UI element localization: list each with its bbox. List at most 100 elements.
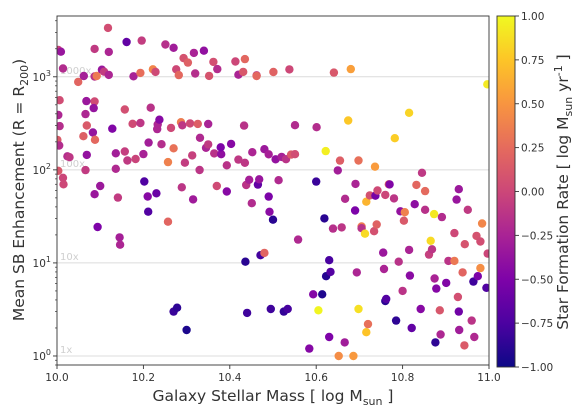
- data-point: [268, 215, 278, 224]
- data-point: [463, 205, 472, 214]
- data-point: [312, 177, 321, 186]
- data-point: [222, 161, 231, 170]
- data-point: [248, 148, 257, 157]
- data-point: [444, 256, 453, 266]
- data-point: [240, 54, 250, 64]
- data-point: [435, 306, 444, 315]
- data-point: [372, 220, 381, 229]
- colorbar-tick-label: −0.25: [521, 230, 553, 242]
- data-point: [329, 68, 339, 77]
- data-point: [400, 208, 409, 217]
- data-point: [260, 248, 269, 258]
- colorbar-tick-label: 0.25: [521, 143, 544, 155]
- data-point: [152, 189, 161, 198]
- y-tick-label: 103: [33, 69, 51, 84]
- data-point: [333, 166, 342, 175]
- data-point: [399, 216, 409, 225]
- data-point: [252, 71, 261, 81]
- y-axis-title: Mean SB Enhancement (R = R200): [10, 59, 31, 321]
- data-point: [264, 192, 273, 201]
- data-point: [79, 71, 89, 81]
- data-point: [360, 229, 370, 238]
- data-point: [204, 119, 213, 129]
- data-point: [476, 263, 485, 273]
- data-point: [346, 64, 355, 74]
- data-point: [115, 240, 125, 249]
- data-point: [305, 344, 314, 353]
- colorbar-tick-label: −0.75: [521, 318, 553, 330]
- data-point: [373, 186, 382, 195]
- data-point: [453, 292, 463, 302]
- data-point: [209, 57, 218, 67]
- reference-lines: 1x 10x 100x 1000x: [57, 66, 489, 357]
- data-point: [362, 197, 371, 206]
- data-point: [394, 257, 403, 266]
- data-point: [57, 121, 64, 131]
- data-point: [136, 68, 145, 78]
- data-point: [363, 319, 373, 329]
- data-point: [312, 123, 321, 132]
- data-point: [285, 65, 294, 74]
- data-point: [195, 165, 204, 175]
- data-point: [163, 157, 173, 167]
- data-point: [432, 284, 441, 293]
- data-point: [58, 173, 68, 182]
- data-point: [473, 272, 482, 281]
- data-point: [193, 119, 202, 129]
- data-point: [391, 316, 401, 325]
- data-point: [417, 168, 427, 177]
- data-point: [389, 194, 399, 203]
- data-point: [290, 150, 300, 159]
- data-point: [79, 132, 88, 141]
- data-point: [89, 103, 98, 113]
- data-point: [90, 135, 100, 144]
- data-point: [354, 304, 363, 314]
- data-point: [427, 245, 437, 254]
- data-point: [188, 195, 198, 204]
- data-point: [483, 80, 489, 89]
- data-point: [231, 57, 240, 66]
- data-point: [191, 69, 200, 78]
- data-point: [93, 222, 102, 232]
- data-point: [57, 166, 63, 175]
- data-point: [239, 121, 249, 130]
- colorbar-tick-label: 0.75: [521, 55, 544, 67]
- data-point: [131, 154, 140, 164]
- data-point: [321, 146, 330, 156]
- data-point: [266, 304, 275, 314]
- data-point: [344, 116, 353, 125]
- data-point: [454, 307, 463, 316]
- data-point: [157, 140, 166, 149]
- data-point: [437, 212, 447, 222]
- data-point: [390, 134, 399, 143]
- data-point: [450, 228, 459, 238]
- data-point: [379, 248, 388, 257]
- data-point: [143, 192, 152, 201]
- data-point: [120, 147, 129, 156]
- data-point: [199, 46, 209, 55]
- data-point: [213, 64, 222, 74]
- data-point: [180, 158, 190, 167]
- data-point: [351, 179, 360, 189]
- data-point: [452, 195, 461, 204]
- data-point: [460, 240, 469, 249]
- colorbar-tick-label: −1.00: [521, 362, 553, 374]
- data-point: [482, 283, 489, 292]
- data-point: [274, 176, 283, 185]
- colorbar-axis: 1.00 0.75 0.50 0.25 0.00 −0.25 −0.50 −0.75 −1.00: [515, 11, 553, 374]
- data-point: [314, 306, 323, 315]
- data-point: [182, 325, 191, 335]
- colorbar-tick-label: −0.50: [521, 274, 553, 286]
- data-point: [442, 278, 451, 288]
- data-point: [178, 121, 187, 130]
- data-point: [309, 290, 318, 299]
- data-point: [120, 105, 129, 114]
- data-point: [455, 325, 464, 335]
- data-point: [269, 67, 278, 77]
- data-point: [362, 328, 371, 337]
- data-point: [255, 175, 264, 184]
- data-point: [340, 338, 349, 347]
- data-point: [59, 180, 68, 189]
- data-point: [264, 150, 273, 159]
